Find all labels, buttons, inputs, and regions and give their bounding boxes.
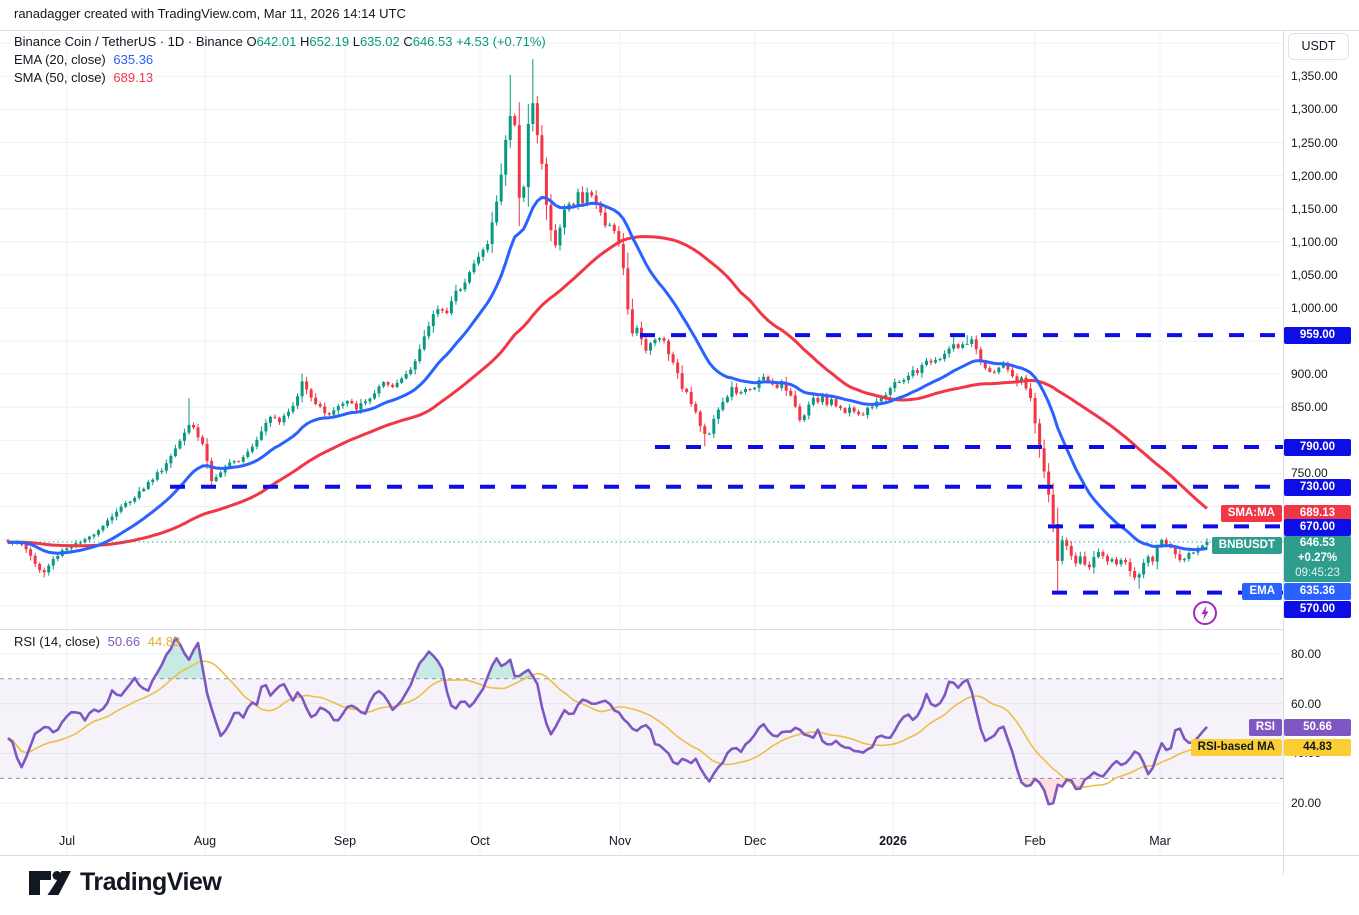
time-tick-Nov[interactable]: Nov [608, 834, 632, 848]
rsi-legend-value: 50.66 [107, 634, 141, 649]
time-tick-Oct[interactable]: Oct [470, 834, 490, 848]
bar-countdown: 09:45:23 [1295, 567, 1340, 579]
ohlc-letter: C [399, 34, 413, 49]
price-tick-1,300.00: 1,300.00 [1291, 102, 1338, 117]
rsi-tick-20.00: 20.00 [1291, 796, 1322, 811]
current-price-change: +0.27% [1297, 552, 1338, 564]
ohlc-value: 635.02 [359, 34, 400, 49]
symbol-row[interactable]: Binance Coin / TetherUS · 1D · Binance O… [14, 33, 546, 51]
price-badge-959.00: 959.00 [1284, 327, 1351, 344]
price-tick-1,150.00: 1,150.00 [1291, 201, 1338, 216]
rsi-legend[interactable]: RSI (14, close) 50.66 44.83 [14, 633, 180, 651]
sma-legend-value: 689.13 [113, 70, 154, 85]
time-tick-Sep[interactable]: Sep [333, 834, 357, 848]
tradingview-logo-text: TradingView [80, 868, 222, 896]
price-axis-border [1283, 30, 1284, 875]
symbol-legend[interactable]: Binance Coin / TetherUS · 1D · Binance O… [14, 33, 546, 87]
price-tick-1,000.00: 1,000.00 [1291, 300, 1338, 315]
ohlc-letter: H [296, 34, 310, 49]
time-tick-Dec[interactable]: Dec [743, 834, 767, 848]
chart-canvas[interactable] [0, 30, 1283, 855]
flash-icon[interactable] [1193, 601, 1217, 625]
time-tick-Mar[interactable]: Mar [1149, 834, 1171, 848]
ohlc-letter: O [246, 34, 257, 49]
ohlc-value: 642.01 [256, 34, 297, 49]
ohlc-letter: L [349, 34, 360, 49]
currency-button[interactable]: USDT [1288, 33, 1349, 60]
price-tick-1,200.00: 1,200.00 [1291, 168, 1338, 183]
sma-legend-label[interactable]: SMA (50, close) [14, 70, 106, 85]
current-price-value: 646.53 [1299, 537, 1336, 549]
symbol-title[interactable]: Binance Coin / TetherUS · 1D · Binance [14, 34, 243, 49]
time-tick-Jul[interactable]: Jul [59, 834, 75, 848]
current-price-badge: 646.53 +0.27% 09:45:23 [1284, 536, 1351, 582]
ema-legend-value: 635.36 [113, 52, 154, 67]
rsi-legend-label[interactable]: RSI (14, close) [14, 634, 100, 649]
price-badge-730.00: 730.00 [1284, 479, 1351, 496]
rsi-badge-50.66: 50.66 [1284, 719, 1351, 736]
price-badge-790.00: 790.00 [1284, 439, 1351, 456]
rsi-badge-44.83: 44.83 [1284, 739, 1351, 756]
pane-divider[interactable] [0, 629, 1283, 630]
price-tick-1,100.00: 1,100.00 [1291, 234, 1338, 249]
ohlc-value: 646.53 [412, 34, 453, 49]
time-tick-2026[interactable]: 2026 [879, 834, 907, 848]
time-tick-Aug[interactable]: Aug [193, 834, 217, 848]
price-tick-1,050.00: 1,050.00 [1291, 267, 1338, 282]
price-tick-900.00: 900.00 [1291, 367, 1328, 382]
rsi-legend-row[interactable]: RSI (14, close) 50.66 44.83 [14, 633, 180, 651]
price-badge-570.00: 570.00 [1284, 601, 1351, 618]
ema-legend-row[interactable]: EMA (20, close) 635.36 [14, 51, 546, 69]
rsi-ma-legend-value: 44.83 [147, 634, 181, 649]
price-tick-850.00: 850.00 [1291, 400, 1328, 415]
series-label-BNBUSDT: BNBUSDT [1211, 537, 1282, 554]
series-label-SMA:MA: SMA:MA [1220, 505, 1282, 522]
price-tick-750.00: 750.00 [1291, 466, 1328, 481]
tradingview-logo[interactable]: TradingView [27, 868, 222, 897]
ema-legend-label[interactable]: EMA (20, close) [14, 52, 106, 67]
lightning-bolt-icon [1201, 606, 1209, 620]
sma-legend-row[interactable]: SMA (50, close) 689.13 [14, 69, 546, 87]
chart-top-border [0, 30, 1359, 31]
ohlc-value: +4.53 (+0.71%) [456, 34, 546, 49]
price-badge-635.36: 635.36 [1284, 583, 1351, 600]
time-tick-Feb[interactable]: Feb [1024, 834, 1046, 848]
price-badge-689.13: 689.13 [1284, 505, 1351, 522]
series-label-EMA: EMA [1242, 583, 1282, 600]
tradingview-logo-icon [29, 870, 71, 895]
price-badge-670.00: 670.00 [1284, 519, 1351, 536]
ohlc-value: 652.19 [309, 34, 350, 49]
price-tick-1,350.00: 1,350.00 [1291, 69, 1338, 84]
price-tick-1,250.00: 1,250.00 [1291, 135, 1338, 150]
rsi-tick-60.00: 60.00 [1291, 696, 1322, 711]
time-axis-border [0, 855, 1359, 856]
rsi-tick-80.00: 80.00 [1291, 646, 1322, 661]
rsi-series-label: RSI-based MA [1190, 739, 1282, 756]
ohlc-values: O642.01 H652.19 L635.02 C646.53 +4.53 (+… [246, 34, 545, 49]
rsi-series-label: RSI [1248, 719, 1282, 736]
attribution-text: ranadagger created with TradingView.com,… [14, 6, 406, 21]
